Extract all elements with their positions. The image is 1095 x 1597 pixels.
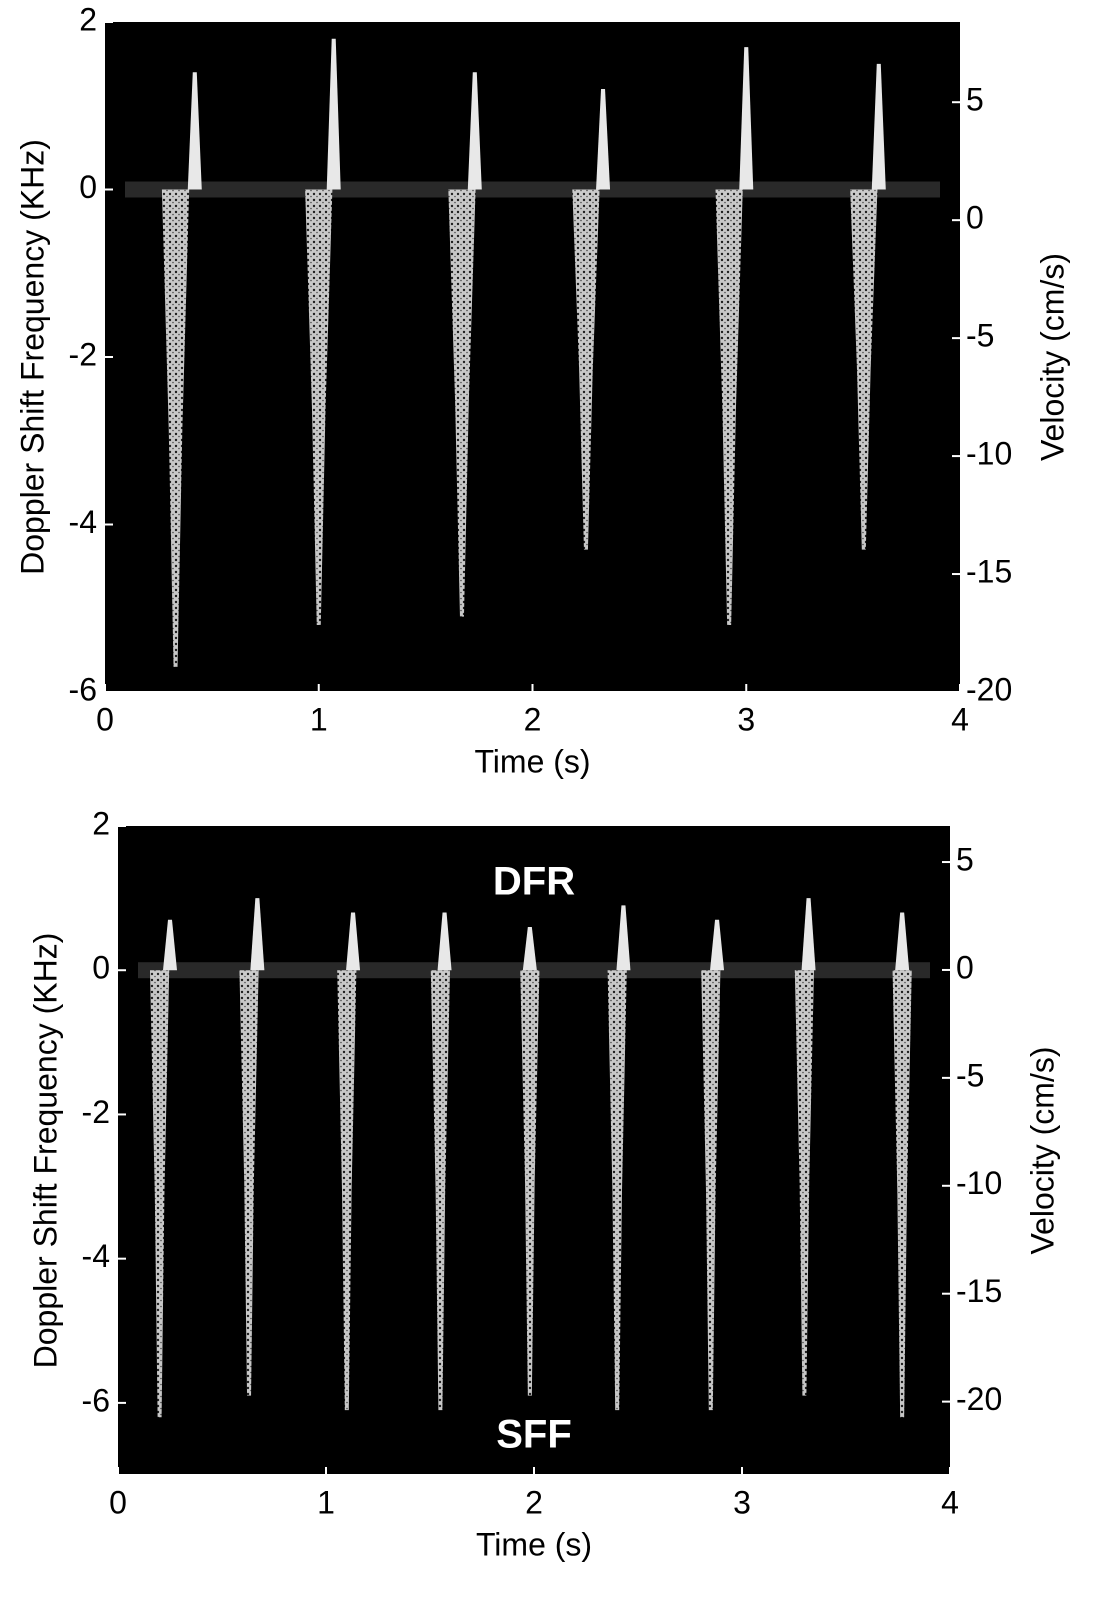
doppler-envelope <box>715 189 743 625</box>
y2-tick-label: -10 <box>956 1165 1002 1201</box>
x-tick-label: 0 <box>96 701 114 737</box>
doppler-spike <box>596 89 611 190</box>
doppler-spike <box>739 47 754 190</box>
y2-axis-label: Velocity (cm/s) <box>1034 253 1070 461</box>
y-tick-label: -2 <box>69 336 97 372</box>
plot-area <box>105 22 960 692</box>
y2-tick-label: -20 <box>966 671 1012 707</box>
y2-tick-label: -5 <box>956 1057 984 1093</box>
doppler-envelope <box>149 970 170 1418</box>
baseline-noise <box>125 181 940 198</box>
x-tick-label: 2 <box>525 1484 543 1520</box>
y-tick-label: 2 <box>79 1 97 37</box>
y2-tick-label: -20 <box>956 1381 1002 1417</box>
doppler-spike <box>522 926 537 971</box>
doppler-envelope <box>701 970 721 1411</box>
doppler-envelope <box>794 970 815 1396</box>
doppler-envelope <box>239 970 259 1396</box>
doppler-envelope <box>161 189 190 667</box>
y2-tick-label: 5 <box>966 82 984 118</box>
x-axis-label: Time (s) <box>474 743 590 779</box>
y2-tick-label: 0 <box>956 949 974 985</box>
x-tick-label: 3 <box>733 1484 751 1520</box>
doppler-envelope <box>520 970 540 1396</box>
x-tick-label: 4 <box>941 1484 959 1520</box>
doppler-spike <box>801 898 816 971</box>
x-tick-label: 1 <box>310 701 328 737</box>
x-tick-label: 2 <box>524 701 542 737</box>
y2-tick-label: 5 <box>956 841 974 877</box>
y-axis-label: Doppler Shift Frequency (KHz) <box>27 933 63 1369</box>
y-tick-label: -4 <box>69 504 97 540</box>
annotation: DFR <box>493 860 575 904</box>
x-tick-label: 4 <box>951 701 969 737</box>
y-tick-label: -6 <box>82 1382 110 1418</box>
doppler-spike <box>250 898 265 971</box>
doppler-envelope <box>572 189 600 550</box>
x-tick-label: 3 <box>737 701 755 737</box>
doppler-spike <box>895 912 910 971</box>
y-tick-label: 0 <box>79 169 97 205</box>
doppler-envelope <box>850 189 878 550</box>
doppler-spike <box>871 63 886 190</box>
y-tick-label: 2 <box>92 805 110 841</box>
doppler-envelope <box>607 970 627 1411</box>
doppler-envelope <box>892 970 912 1418</box>
doppler-spike <box>616 905 631 971</box>
y2-tick-label: -15 <box>956 1273 1002 1309</box>
doppler-spike <box>437 912 452 971</box>
doppler-spike <box>467 72 482 190</box>
doppler-spike <box>326 38 341 190</box>
y-tick-label: -2 <box>82 1094 110 1130</box>
y2-tick-label: -15 <box>966 553 1012 589</box>
x-tick-label: 0 <box>109 1484 127 1520</box>
y-axis-label: Doppler Shift Frequency (KHz) <box>14 139 50 575</box>
y2-tick-label: -10 <box>966 436 1012 472</box>
annotation: SFF <box>496 1413 572 1457</box>
y2-tick-label: -5 <box>966 318 994 354</box>
doppler-spike <box>187 72 202 190</box>
doppler-envelope <box>337 970 357 1411</box>
doppler-envelope <box>305 189 333 625</box>
doppler-spike <box>710 919 725 971</box>
y-tick-label: -4 <box>82 1238 110 1274</box>
y-tick-label: 0 <box>92 950 110 986</box>
y2-tick-label: 0 <box>966 200 984 236</box>
doppler-envelope <box>430 970 451 1411</box>
doppler-spike <box>346 912 361 971</box>
y-tick-label: -6 <box>69 671 97 707</box>
x-axis-label: Time (s) <box>476 1526 592 1562</box>
doppler-spike <box>163 919 177 971</box>
y2-axis-label: Velocity (cm/s) <box>1024 1046 1060 1254</box>
doppler-envelope <box>448 189 476 617</box>
x-tick-label: 1 <box>317 1484 335 1520</box>
